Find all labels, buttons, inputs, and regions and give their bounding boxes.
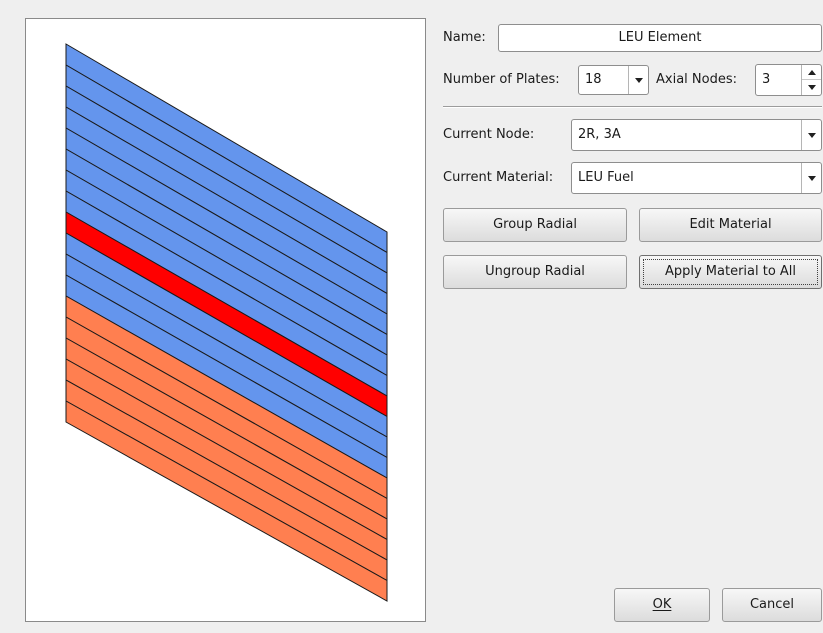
chevron-down-icon [634,77,643,83]
plates-dropdown-button[interactable] [628,66,648,94]
ok-button[interactable]: OK [614,588,710,622]
edit-material-label: Edit Material [689,217,772,232]
chevron-down-icon [807,175,816,181]
edit-material-button[interactable]: Edit Material [639,208,822,242]
current-material-combobox[interactable]: LEU Fuel [571,162,822,194]
arrow-down-icon [807,85,816,90]
apply-material-to-all-label: Apply Material to All [664,264,797,279]
plates-combobox-value: 18 [585,72,602,87]
axial-nodes-spinbox[interactable]: 3 [755,64,822,96]
ungroup-radial-label: Ungroup Radial [485,264,585,279]
current-node-dropdown-button[interactable] [801,120,821,150]
element-plates-drawing[interactable] [26,19,425,621]
current-material-label: Current Material: [443,170,554,185]
name-input-value: LEU Element [618,30,702,45]
group-radial-label: Group Radial [493,217,577,232]
arrow-up-icon [807,69,816,75]
name-label: Name: [443,30,486,45]
current-material-value: LEU Fuel [578,170,634,185]
plate[interactable] [65,400,388,602]
current-node-value: 2R, 3A [578,127,621,142]
name-input[interactable]: LEU Element [498,24,822,52]
apply-material-to-all-button[interactable]: Apply Material to All [639,255,822,289]
plates-combobox[interactable]: 18 [578,65,649,95]
ungroup-radial-button[interactable]: Ungroup Radial [443,255,627,289]
cancel-label: Cancel [749,597,795,612]
chevron-down-icon [807,132,816,138]
axial-nodes-value: 3 [762,72,771,87]
axial-nodes-label: Axial Nodes: [656,72,737,87]
current-material-dropdown-button[interactable] [801,163,821,193]
element-canvas[interactable] [25,18,426,622]
focus-ring [643,259,818,285]
spin-down-button[interactable] [802,80,821,95]
spin-up-button[interactable] [802,65,821,80]
separator [443,106,822,108]
axial-nodes-spin-buttons [801,65,821,95]
ok-label: OK [652,597,672,612]
current-node-combobox[interactable]: 2R, 3A [571,119,822,151]
cancel-button[interactable]: Cancel [722,588,822,622]
group-radial-button[interactable]: Group Radial [443,208,627,242]
plates-label: Number of Plates: [443,72,560,87]
current-node-label: Current Node: [443,127,535,142]
